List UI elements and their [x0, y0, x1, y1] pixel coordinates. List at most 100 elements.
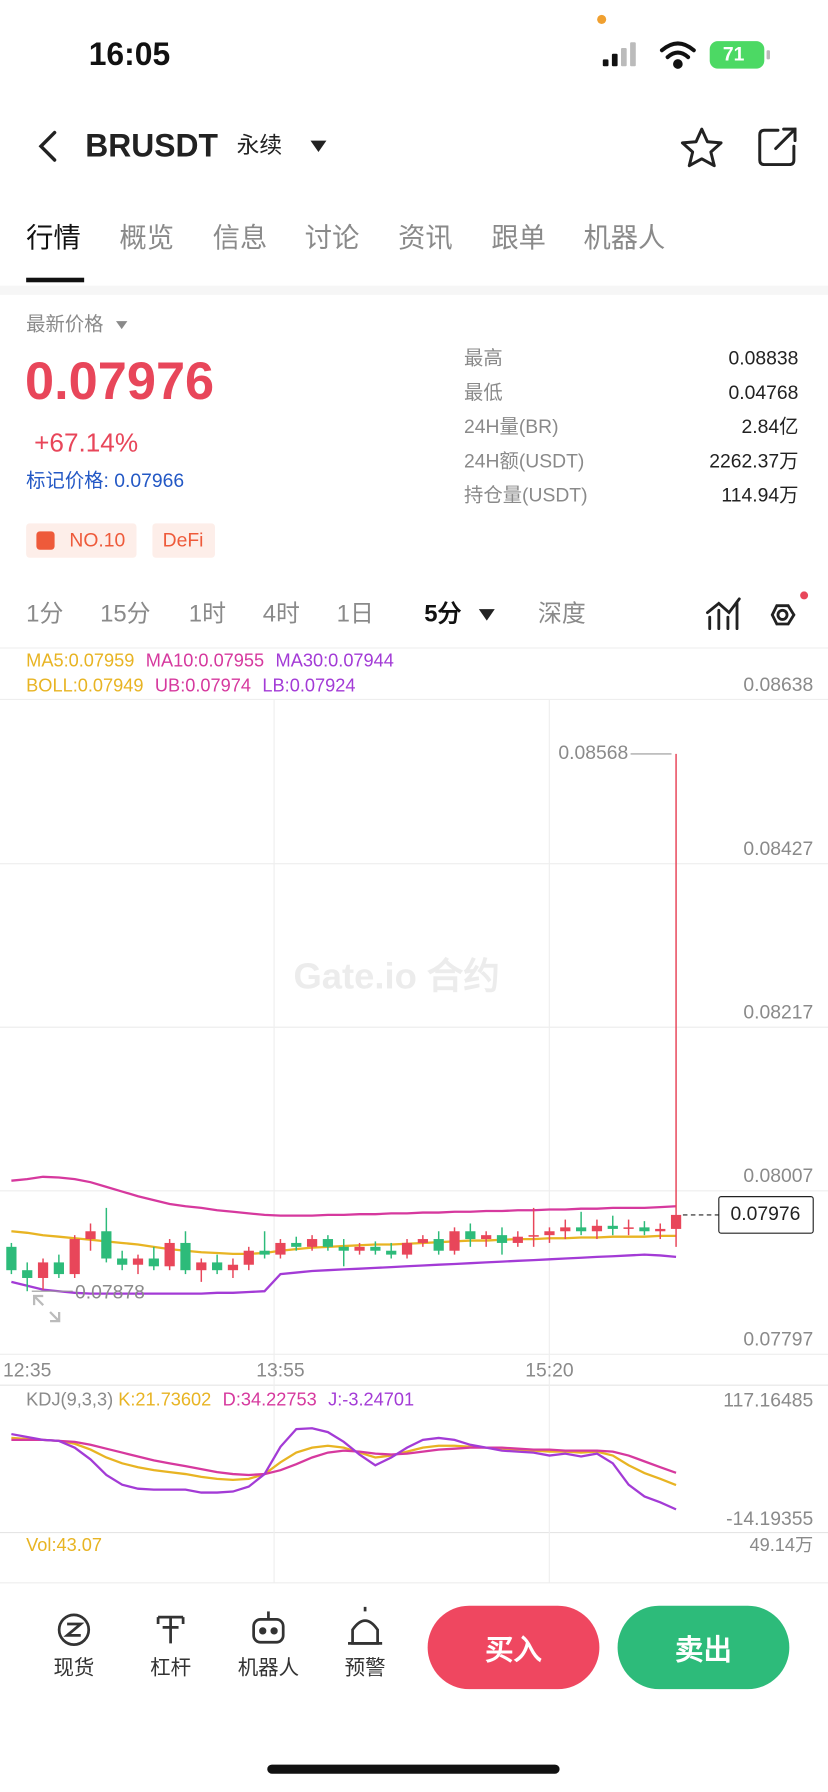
- tab[interactable]: 讨论: [304, 222, 360, 254]
- candle-body: [132, 1258, 144, 1265]
- mark-price-value: 0.07966: [114, 469, 185, 492]
- share-button[interactable]: [758, 127, 797, 167]
- kdj-values: K:21.73602 D:34.22753 J:-3.24701: [118, 1391, 425, 1410]
- candle-body: [528, 1235, 539, 1237]
- y-tick-label: 0.08638: [743, 674, 813, 696]
- price-label-dropdown[interactable]: [116, 321, 128, 330]
- legend-entry: J:-3.24701: [328, 1390, 415, 1411]
- x-tick-label: 12:35: [3, 1360, 51, 1382]
- notification-dot: [800, 591, 809, 600]
- stat-value: 2.84亿: [741, 416, 799, 438]
- rank-tag: NO.10: [69, 529, 126, 551]
- nav-item[interactable]: 机器人: [237, 1656, 300, 1679]
- nav-item[interactable]: 杠杆: [150, 1656, 192, 1679]
- stat-value: 114.94万: [721, 484, 799, 507]
- candle-body: [433, 1239, 444, 1251]
- candle-body: [607, 1225, 618, 1229]
- price-label: 最新价格: [26, 313, 104, 335]
- last-price: 0.07976: [25, 350, 215, 411]
- legend-entry: MA10:0.07955: [145, 651, 265, 671]
- tab[interactable]: 行情: [26, 222, 81, 254]
- interval[interactable]: 4时: [262, 601, 300, 628]
- candle-body: [354, 1246, 365, 1251]
- candle-body: [53, 1262, 64, 1275]
- nav-item[interactable]: 现货: [53, 1656, 95, 1679]
- tab[interactable]: 概览: [119, 222, 175, 254]
- battery-tip: [766, 50, 770, 60]
- tab[interactable]: 信息: [212, 222, 268, 254]
- fullscreen-button[interactable]: [32, 1294, 61, 1323]
- candle-body: [338, 1246, 349, 1251]
- candle-body: [37, 1262, 49, 1278]
- stat-label: 24H额(USDT): [464, 450, 585, 473]
- candle-body: [275, 1242, 286, 1255]
- interval[interactable]: 深度: [537, 601, 586, 628]
- nav-item[interactable]: 预警: [344, 1656, 386, 1679]
- sector-tag-bg: [152, 523, 215, 558]
- legend-entry: D:34.22753: [222, 1390, 317, 1411]
- watermark: Gate.io 合约: [293, 955, 500, 997]
- candle-body: [117, 1258, 128, 1265]
- candle-body: [212, 1262, 223, 1271]
- x-tick-label: 13:55: [256, 1360, 304, 1382]
- ma-legend: MA5:0.07959 MA10:0.07955 MA30:0.07944: [26, 651, 405, 671]
- candle-body: [196, 1262, 207, 1271]
- y-tick-label: 0.07797: [743, 1329, 813, 1351]
- interval-dropdown[interactable]: [478, 609, 495, 621]
- interval[interactable]: 15分: [100, 601, 151, 628]
- back-button[interactable]: [38, 130, 57, 162]
- settings-hole: [776, 608, 789, 621]
- legend-entry: LB:0.07924: [262, 676, 356, 697]
- tab[interactable]: 资讯: [398, 222, 453, 254]
- band-line: [11, 1175, 677, 1217]
- battery-level: 71: [722, 43, 745, 66]
- high-label: 0.08568: [558, 742, 628, 764]
- tab[interactable]: 跟单: [491, 222, 546, 254]
- candle-body: [101, 1231, 112, 1259]
- kdj-legend: KDJ(9,3,3) K:21.73602 D:34.22753 J:-3.2470…: [26, 1390, 425, 1411]
- favorite-button[interactable]: [680, 127, 723, 168]
- interval[interactable]: 1日: [336, 601, 374, 628]
- indicator-button[interactable]: [706, 597, 741, 631]
- candle-body: [639, 1227, 650, 1232]
- buy-button[interactable]: 买入: [427, 1605, 600, 1690]
- candle-body: [69, 1239, 80, 1275]
- mark-price: 标记价格: 0.07966: [26, 471, 184, 490]
- kdj-title: KDJ(9,3,3): [26, 1390, 114, 1411]
- settings-button[interactable]: [770, 604, 796, 626]
- legend-entry: UB:0.07974: [154, 676, 252, 697]
- signal-icon: [602, 42, 636, 67]
- candle-body: [22, 1270, 33, 1278]
- candle-body: [180, 1242, 191, 1271]
- sell-button[interactable]: 卖出: [617, 1605, 790, 1690]
- candle-body: [655, 1228, 666, 1232]
- interval[interactable]: 1分: [26, 601, 64, 628]
- candle-body: [259, 1250, 270, 1255]
- legend-entry: MA30:0.07944: [275, 651, 394, 671]
- kdj-line: [11, 1438, 677, 1477]
- kdj-line: [11, 1427, 677, 1511]
- stat-value: 2262.37万: [709, 450, 799, 473]
- candle-body: [481, 1235, 492, 1240]
- wifi-icon: [659, 41, 696, 69]
- candle-body: [465, 1231, 476, 1240]
- home-indicator: [267, 1764, 560, 1774]
- symbol-dropdown[interactable]: [310, 140, 327, 153]
- stat-label: 持仓量(USDT): [464, 484, 588, 507]
- y-tick-label: 117.16485: [723, 1389, 813, 1411]
- price-change: +67.14%: [34, 427, 139, 458]
- interval[interactable]: 1时: [188, 601, 226, 628]
- candle-body: [417, 1239, 428, 1243]
- interval-active[interactable]: 5分: [424, 601, 462, 628]
- candle-body: [496, 1235, 508, 1243]
- symbol[interactable]: BRUSDT: [85, 128, 218, 164]
- stat-label: 最低: [464, 381, 503, 404]
- tab[interactable]: 机器人: [583, 222, 666, 254]
- volume-label: Vol:43.07: [26, 1536, 103, 1556]
- candle-body: [449, 1231, 460, 1251]
- y-tick-label: -14.19355: [726, 1508, 813, 1530]
- stat-value: 0.08838: [728, 347, 799, 370]
- active-tab-indicator: [26, 277, 85, 283]
- candle-body: [164, 1242, 175, 1267]
